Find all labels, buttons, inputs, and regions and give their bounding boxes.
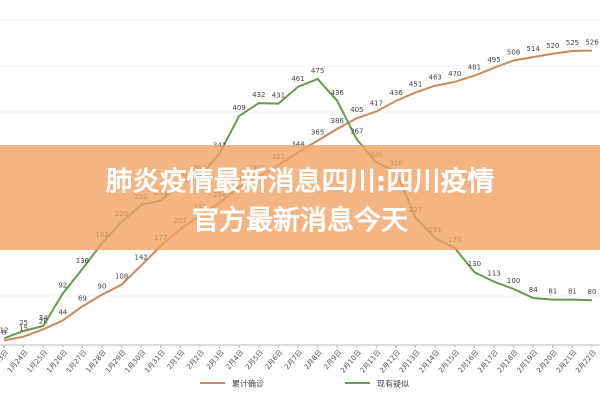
data-label: 520: [546, 42, 559, 50]
data-label: 432: [252, 91, 265, 99]
data-label: 69: [78, 294, 87, 302]
data-label: 344: [291, 140, 305, 148]
data-label: 92: [58, 281, 67, 289]
title-banner: [0, 145, 600, 250]
x-tick-label: 1月31日: [143, 348, 167, 374]
data-label: 367: [350, 127, 363, 135]
x-tick-label: 2月22日: [574, 348, 598, 374]
data-label: 130: [468, 260, 481, 268]
data-label: 25: [19, 319, 28, 327]
data-label: 113: [487, 270, 500, 278]
data-label: 405: [350, 106, 363, 114]
data-label: 475: [311, 67, 324, 75]
data-label: 90: [98, 283, 107, 291]
data-label: 525: [566, 39, 579, 47]
data-label: 15: [19, 325, 28, 333]
x-tick-label: 2月4日: [224, 348, 245, 371]
data-label: 80: [588, 288, 597, 296]
data-label: 100: [507, 277, 520, 285]
data-label: 386: [331, 117, 345, 125]
data-label: 461: [291, 75, 304, 83]
data-label: 84: [529, 286, 538, 294]
data-label: 495: [487, 56, 500, 64]
data-label: 136: [76, 257, 90, 265]
x-tick-label: 2月5日: [244, 348, 265, 371]
data-label: 481: [468, 64, 481, 72]
x-tick-label: 2月7日: [283, 348, 304, 371]
data-label: 436: [331, 89, 345, 97]
data-label: 12: [0, 326, 8, 334]
legend-label: 现有疑似: [377, 379, 409, 389]
data-label: 28: [39, 317, 48, 325]
data-label: 514: [527, 45, 541, 53]
x-tick-label: 2月1日: [166, 348, 187, 371]
data-label: 526: [585, 38, 599, 46]
banner-title: 官方最新消息今天: [192, 205, 408, 237]
data-label: 108: [115, 273, 128, 281]
banner-title: 肺炎疫情最新消息四川:四川疫情: [106, 166, 495, 198]
x-tick-label: 2月8日: [303, 348, 324, 371]
data-label: 142: [135, 253, 148, 261]
data-label: 508: [507, 49, 520, 57]
data-label: 81: [548, 288, 557, 296]
data-label: 417: [370, 99, 383, 107]
data-label: 431: [272, 92, 285, 100]
data-label: 8: [2, 329, 6, 337]
x-tick-label: 2月2日: [185, 348, 206, 371]
data-label: 409: [233, 104, 246, 112]
data-label: 463: [429, 74, 442, 82]
data-label: 365: [311, 129, 324, 137]
data-label: 436: [389, 89, 403, 97]
x-tick-label: 2月3日: [205, 348, 226, 371]
x-tick-label: 2月6日: [264, 348, 285, 371]
data-label: 34: [39, 314, 48, 322]
data-label: 81: [568, 288, 577, 296]
data-label: 451: [409, 80, 422, 88]
data-label: 44: [58, 308, 67, 316]
legend-label: 累计确诊: [232, 379, 264, 389]
data-label: 470: [448, 70, 461, 78]
